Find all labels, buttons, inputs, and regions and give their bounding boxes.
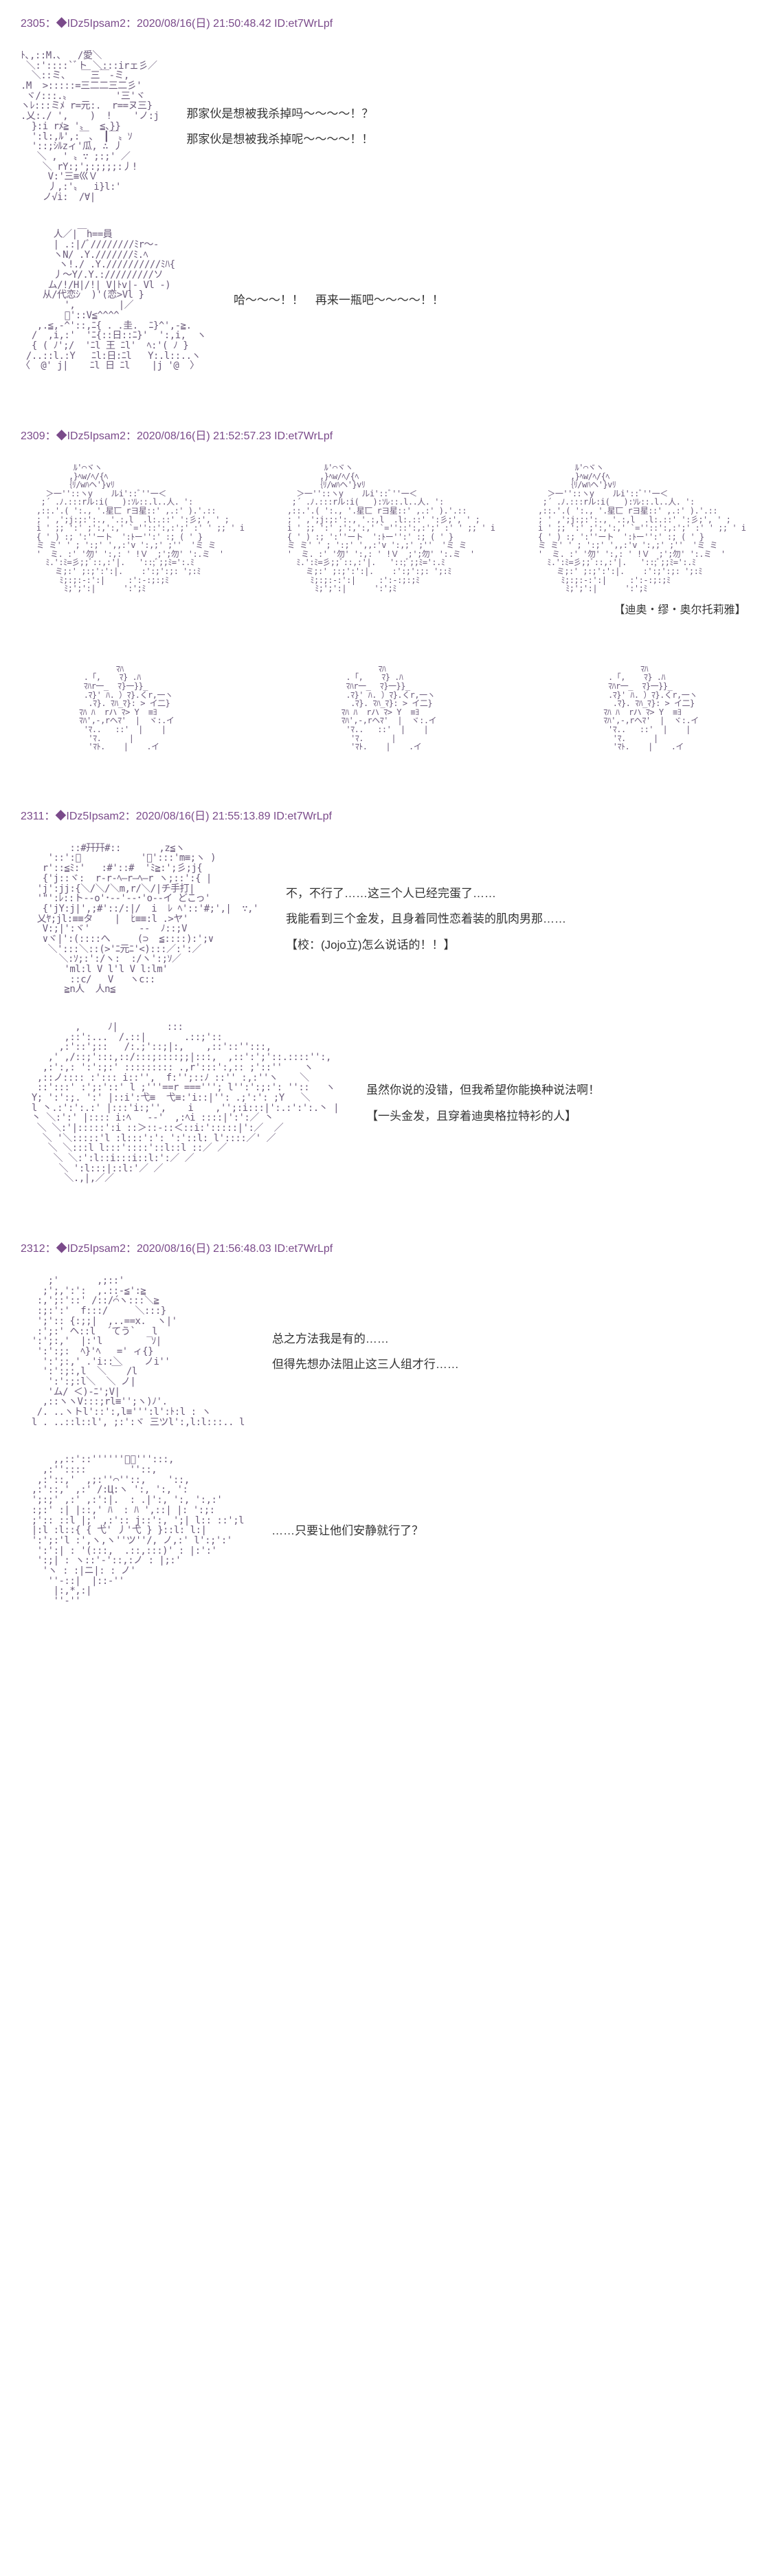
content-row: ::#幵幵#:: ,z≦ヽ '::':ﾟ 'ﾟ':::'m≡;ヽ ) r'::≦… [21,844,752,995]
content-row: , ﾉ| ::: ,::':... /.::| .::;':: ,:'::';:… [21,1022,752,1184]
ascii-art-trio-face: ﾙ'⌒ヾヽ ,}ﾍw/ﾍ/{ﾍ ｛ﾘ/wﾊヘ'}vﾘ ＞一''::ヽy ルi':… [528,463,746,593]
ascii-art-hand: ﾏﾊ .「, ﾏ} .ﾊ ﾏﾊr一_ ﾏ}一}}_ .ﾏ}' ﾊ. ）ﾏ}.くr… [74,665,174,751]
post-body: ;' ,;::' ;';,':': ,.::‐≦':≧ :,';:'::' /:… [21,1276,752,1607]
dialogue-text: ……只要让他们安静就行了？ [271,1518,423,1543]
hands-row: ﾏﾊ .「, ﾏ} .ﾊ ﾏﾊr一_ ﾏ}一}}_ .ﾏ}' ﾊ. ）ﾏ}.くr… [21,665,752,751]
dialogue-text: 不，不行了……这三个人已经完蛋了…… 我能看到三个金发，且身着同性恋着装的肌肉男… [286,881,566,958]
ascii-art-man-think: ;' ,;::' ;';,':': ,.::‐≦':≧ :,';:'::' /:… [21,1276,245,1427]
post-2309: 2309：◆IDz5Ipsam2：2020/08/16(日) 21:52:57.… [0,412,773,793]
post-2305: 2305：◆IDz5Ipsam2：2020/08/16(日) 21:50:48.… [0,0,773,412]
post-body: ::#幵幵#:: ,z≦ヽ '::':ﾟ 'ﾟ':::'m≡;ヽ ) r'::≦… [21,844,752,1184]
post-2311: 2311：◆IDz5Ipsam2：2020/08/16(日) 21:55:13.… [0,793,773,1225]
dialogue-text: 总之方法我是有的…… 但得先想办法阻止这三人组才行…… [272,1326,459,1378]
dialogue-line: 【一头金发，且穿着迪奥格拉特衫的人】 [366,1103,600,1129]
post-body: ﾙ'⌒ヾヽ ,}ﾍw/ﾍ/{ﾍ ｛ﾘ/wﾊヘ'}vﾘ ＞一''::ヽy ルi':… [21,463,752,751]
content-row: ;' ,;::' ;';,':': ,.::‐≦':≧ :,';:'::' /:… [21,1276,752,1427]
dialogue-line: 那家伙是想被我杀掉吗～～～～！？ [186,101,373,126]
post-header: 2305：◆IDz5Ipsam2：2020/08/16(日) 21:50:48.… [21,14,752,30]
trio-col-right: ﾙ'⌒ヾヽ ,}ﾍw/ﾍ/{ﾍ ｛ﾘ/wﾊヘ'}vﾘ ＞一''::ヽy ルi':… [528,463,746,617]
dialogue-line: 总之方法我是有的…… [272,1326,459,1352]
trio-caption: 【迪奥・缪・奥尔托莉雅】 [614,600,746,617]
post-header: 2312：◆IDz5Ipsam2：2020/08/16(日) 21:56:48.… [21,1239,752,1255]
ascii-art-girl-side: , ﾉ| ::: ,::':... /.::| .::;':: ,:'::';:… [21,1022,339,1184]
content-row: 人／|￣h==員 | .:|/ﾞ////////ﾐr～- ヽN/ .Y.////… [21,230,752,371]
dialogue-line: 那家伙是想被我杀掉呢～～～～！！ [186,126,373,152]
post-body: ﾄ､,::M.､ /愛＼ ＼:'::::`ﾞト ＼:::irェ彡／ ＼::ミ、 … [21,51,752,371]
ascii-art-trio-face: ﾙ'⌒ヾヽ ,}ﾍw/ﾍ/{ﾍ ｛ﾘ/wﾊヘ'}vﾘ ＞一''::ヽy ルi':… [27,463,244,617]
dialogue-text: 那家伙是想被我杀掉吗～～～～！？ 那家伙是想被我杀掉呢～～～～！！ [186,101,373,153]
dialogue-text: 虽然你说的没错，但我希望你能换种说法啊！ 【一头金发，且穿着迪奥格拉特衫的人】 [366,1077,600,1129]
post-header: 2309：◆IDz5Ipsam2：2020/08/16(日) 21:52:57.… [21,426,752,443]
ascii-art-hand: ﾏﾊ .「, ﾏ} .ﾊ ﾏﾊr一_ ﾏ}一}}_ .ﾏ}' ﾊ. ）ﾏ}.くr… [599,665,699,751]
trio-faces: ﾙ'⌒ヾヽ ,}ﾍw/ﾍ/{ﾍ ｛ﾘ/wﾊヘ'}vﾘ ＞一''::ヽy ルi':… [21,463,752,617]
ascii-art-drinking: 人／|￣h==員 | .:|/ﾞ////////ﾐr～- ヽN/ .Y.////… [21,230,206,371]
dialogue-line: 但得先想办法阻止这三人组才行…… [272,1352,459,1377]
content-row: ﾄ､,::M.､ /愛＼ ＼:'::::`ﾞト ＼:::irェ彡／ ＼::ミ、 … [21,51,752,202]
ascii-art-hand: ﾏﾊ .「, ﾏ} .ﾊ ﾏﾊr一_ ﾏ}一}}_ .ﾏ}' ﾊ. ）ﾏ}.くr… [337,665,436,751]
ascii-art-trio-face: ﾙ'⌒ヾヽ ,}ﾍw/ﾍ/{ﾍ ｛ﾘ/wﾊヘ'}vﾘ ＞一''::ヽy ルi':… [278,463,495,617]
dialogue-line: 虽然你说的没错，但我希望你能换种说法啊！ [366,1077,600,1103]
dialogue-line: 我能看到三个金发，且身着同性恋着装的肌肉男那…… [286,906,566,932]
post-2312: 2312：◆IDz5Ipsam2：2020/08/16(日) 21:56:48.… [0,1225,773,1648]
ascii-art-man-close: ,,::'::''''''ﾞﾞ''':::, ,:'':::: ''::, ,:… [21,1455,244,1606]
post-header: 2311：◆IDz5Ipsam2：2020/08/16(日) 21:55:13.… [21,806,752,823]
dialogue-line: ……只要让他们安静就行了？ [271,1518,423,1543]
content-row: ,,::'::''''''ﾞﾞ''':::, ,:'':::: ''::, ,:… [21,1455,752,1606]
ascii-art-face-angry: ﾄ､,::M.､ /愛＼ ＼:'::::`ﾞト ＼:::irェ彡／ ＼::ミ、 … [21,51,159,202]
dialogue-text: 哈～～～！！ 再来一瓶吧～～～～！！ [234,287,444,313]
dialogue-line: 哈～～～！！ 再来一瓶吧～～～～！！ [234,287,444,313]
dialogue-line: 【校：(Jojo立)怎么说话的！！】 [286,932,566,958]
dialogue-line: 不，不行了……这三个人已经完蛋了…… [286,881,566,906]
ascii-art-girl-bow: ::#幵幵#:: ,z≦ヽ '::':ﾟ 'ﾟ':::'m≡;ヽ ) r'::≦… [21,844,258,995]
